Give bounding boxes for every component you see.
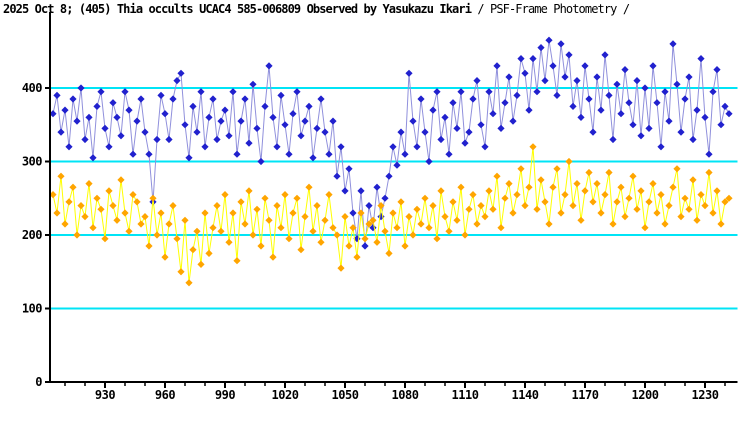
chart-title-sub: / PSF-Frame Photometry / [477, 2, 630, 16]
series-orange [49, 143, 733, 287]
x-tick-label-960: 960 [155, 388, 175, 402]
y-tick-label-0: 0 [35, 375, 42, 389]
series-blue-line [52, 40, 730, 247]
axes-layer: 0 100 200 300 400 930 960 990 1020 1050 1080 1110 11… [22, 12, 738, 402]
chart-title-main: 2025 Oct 8; (405) Thia occults UCAC4 585… [3, 2, 478, 16]
x-tick-label-1200: 1200 [632, 388, 659, 402]
x-tick-label-1020: 1020 [272, 388, 299, 402]
x-tick-label-1230: 1230 [692, 388, 719, 402]
x-tick-label-1080: 1080 [392, 388, 419, 402]
y-tick-label-400: 400 [22, 81, 42, 95]
y-tick-label-300: 300 [22, 155, 42, 169]
x-tick-label-1110: 1110 [452, 388, 479, 402]
series-blue-points [49, 36, 733, 250]
x-tick-label-1140: 1140 [512, 388, 539, 402]
x-tick-label-1170: 1170 [572, 388, 599, 402]
chart-title: 2025 Oct 8; (405) Thia occults UCAC4 585… [3, 2, 630, 16]
series-orange-line [52, 146, 730, 283]
y-tick-label-200: 200 [22, 228, 42, 242]
x-tick-label-990: 990 [215, 388, 235, 402]
series-blue [49, 36, 733, 250]
y-tick-label-100: 100 [22, 302, 42, 316]
x-tick-label-1050: 1050 [332, 388, 359, 402]
x-tick-label-930: 930 [95, 388, 115, 402]
